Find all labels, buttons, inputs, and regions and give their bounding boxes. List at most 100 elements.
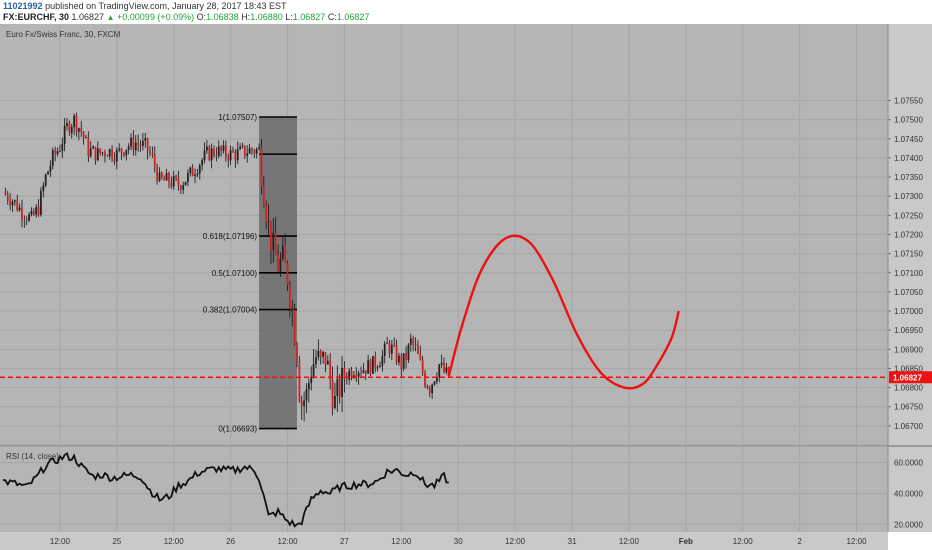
candle-body — [374, 356, 377, 368]
candle-body — [260, 147, 263, 187]
price-axis[interactable] — [888, 24, 932, 532]
candle-body — [405, 353, 407, 361]
candle-body — [25, 219, 28, 221]
candle-body — [66, 123, 68, 126]
candle-body — [198, 165, 201, 174]
candle-body — [56, 151, 59, 155]
fib-level-label: 0(1.06693) — [218, 425, 257, 434]
time-tick-label: 31 — [568, 537, 577, 546]
candle-body — [104, 152, 106, 156]
candle-body — [329, 360, 332, 381]
candle-body — [144, 138, 147, 141]
candle-body — [379, 365, 381, 368]
price-tick-label: 1.07150 — [894, 250, 923, 259]
candle-body — [61, 143, 64, 151]
price-tick-label: 1.06700 — [894, 422, 923, 431]
candle-body — [443, 362, 445, 373]
candle-body — [146, 138, 149, 152]
candle-body — [364, 370, 367, 374]
candle-body — [272, 232, 275, 250]
publish-info: 11021992 published on TradingView.com, J… — [3, 1, 287, 12]
rsi-pane-background[interactable] — [0, 447, 888, 532]
candle-body — [324, 351, 327, 365]
candle-body — [357, 372, 360, 377]
price-tick-label: 1.07250 — [894, 211, 923, 220]
change-text: +0.00099 (+0.09%) — [117, 12, 195, 22]
candle-body — [281, 245, 284, 259]
candle-body — [42, 185, 45, 192]
chart-canvas[interactable]: 1(1.07507) 0.618(1.07196) 0.5(1.07100) 0.38… — [0, 24, 932, 550]
price-tick-label: 1.07500 — [894, 116, 923, 125]
candle-body — [433, 381, 436, 385]
candle-body — [350, 370, 353, 378]
candle-body — [421, 359, 424, 373]
last-price-text: 1.06827 — [71, 12, 105, 22]
high-value: 1.06880 — [250, 12, 283, 22]
time-tick-label: 12:00 — [278, 537, 299, 546]
price-tick-label: 1.06950 — [894, 326, 923, 335]
fib-level-label: 0.5(1.07100) — [212, 269, 258, 278]
candle-body — [153, 153, 156, 167]
candle-body — [132, 137, 135, 150]
time-tick-label: 25 — [112, 537, 121, 546]
candle-body — [424, 372, 426, 386]
candle-body — [182, 185, 185, 190]
last-price-tag: 1.06827 — [889, 371, 932, 384]
username-link[interactable]: 11021992 — [3, 1, 43, 11]
candle-body — [206, 146, 208, 151]
high-label: H: — [241, 12, 251, 22]
candle-body — [298, 361, 301, 401]
candle-body — [160, 172, 163, 178]
candle-body — [336, 379, 339, 396]
time-tick-label: 12:00 — [619, 537, 640, 546]
symbol-info: FX:EURCHF, 30 1.06827 ▲ +0.00099 (+0.09%… — [3, 12, 369, 23]
candle-body — [184, 181, 187, 186]
candle-body — [18, 207, 21, 211]
candle-body — [246, 153, 249, 156]
rsi-pane-title: RSI (14, close) — [6, 452, 59, 461]
candle-body — [189, 167, 192, 174]
price-tick-label: 1.06850 — [894, 364, 923, 373]
candle-body — [341, 367, 343, 397]
candle-body — [37, 206, 40, 215]
candle-body — [149, 151, 151, 154]
candle-body — [253, 150, 256, 154]
candle-body — [236, 149, 239, 161]
candle-body — [234, 152, 237, 161]
candle-body — [407, 344, 410, 361]
candle-body — [54, 150, 57, 155]
candle-body — [6, 194, 9, 201]
candle-body — [270, 220, 272, 250]
candle-body — [82, 131, 85, 139]
candle-body — [243, 145, 246, 156]
symbol-label[interactable]: FX:EURCHF, 30 — [3, 12, 70, 22]
time-axis[interactable] — [0, 532, 888, 550]
candle-body — [23, 219, 26, 220]
price-tick-label: 1.06900 — [894, 345, 923, 354]
candle-body — [334, 395, 336, 409]
rsi-line — [2, 452, 449, 528]
candle-body — [307, 383, 310, 390]
candle-body — [94, 146, 97, 161]
candle-body — [315, 357, 317, 365]
candle-body — [331, 380, 334, 409]
projection-curve[interactable] — [447, 234, 680, 390]
price-tick-label: 1.07550 — [894, 97, 923, 106]
candle-body — [402, 353, 405, 369]
candle-body — [386, 342, 388, 344]
price-tick-label: 1.07000 — [894, 307, 923, 316]
candle-body — [215, 155, 218, 157]
candle-body — [35, 206, 38, 215]
price-tick-label: 1.06750 — [894, 403, 923, 412]
fib-level-label: 1(1.07507) — [218, 113, 257, 122]
up-triangle-icon: ▲ — [106, 13, 115, 22]
candle-body — [322, 351, 324, 357]
candle-body — [305, 389, 308, 401]
price-tick-label: 1.07350 — [894, 173, 923, 182]
candle-body — [191, 167, 194, 177]
candle-body — [355, 375, 358, 377]
candle-body — [47, 171, 49, 175]
candle-body — [353, 375, 355, 378]
candlestick-series — [4, 112, 450, 422]
candle-body — [227, 156, 230, 161]
